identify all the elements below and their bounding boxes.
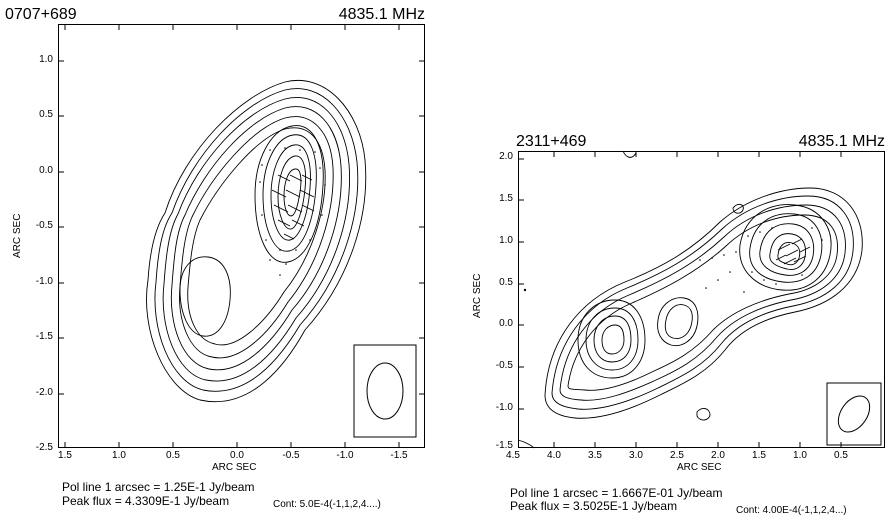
right-pol-dots (523, 227, 823, 293)
right-ytick: 1.0 (499, 235, 513, 246)
left-xlabel: ARC SEC (212, 462, 257, 473)
right-ytick: 0.5 (499, 277, 513, 288)
right-ytick: -1.0 (495, 402, 513, 413)
right-frequency: 4835.1 MHz (798, 133, 885, 150)
left-xtick: -0.5 (282, 450, 300, 461)
left-beam-ellipse (366, 362, 404, 420)
right-xtick: 4.5 (506, 450, 520, 461)
left-ytick: -1.0 (35, 276, 53, 287)
right-xlabel: ARC SEC (677, 462, 722, 473)
right-xtick: 2.0 (711, 450, 725, 461)
left-ytick: -2.5 (35, 442, 53, 453)
right-xtick: 1.0 (793, 450, 807, 461)
left-source-name: 0707+689 (5, 6, 77, 23)
right-peak-flux: Peak flux = 3.5025E-1 Jy/beam (510, 499, 678, 513)
right-xtick: 3.5 (588, 450, 602, 461)
left-pol-line: Pol line 1 arcsec = 1.25E-1 Jy/beam (62, 480, 255, 494)
right-ytick: -1.5 (495, 440, 513, 451)
right-xtick: 4.0 (547, 450, 561, 461)
right-ytick: 1.5 (499, 193, 513, 204)
left-xtick: 1.0 (112, 450, 126, 461)
left-xtick: 1.5 (58, 450, 72, 461)
left-peak-flux: Peak flux = 4.3309E-1 Jy/beam (62, 494, 230, 508)
right-source-name: 2311+469 (516, 133, 587, 150)
right-pol-line: Pol line 1 arcsec = 1.6667E-01 Jy/beam (510, 486, 723, 500)
left-beam-box (353, 344, 417, 438)
left-xtick: -1.0 (336, 450, 354, 461)
left-ytick: 0.5 (39, 109, 53, 120)
right-tick-marks (518, 151, 842, 448)
right-xtick: 3.0 (629, 450, 643, 461)
left-xtick: -1.5 (390, 450, 408, 461)
left-ytick: -0.5 (35, 220, 53, 231)
left-xtick: 0.5 (166, 450, 180, 461)
right-ytick: 0.0 (499, 318, 513, 329)
left-pol-vectors (271, 174, 315, 240)
left-frequency: 4835.1 MHz (338, 6, 425, 23)
left-ytick: -2.0 (35, 387, 53, 398)
right-ytick: -0.5 (495, 360, 513, 371)
left-contours-lines (146, 80, 367, 402)
right-pol-vectors (775, 238, 811, 265)
right-contours-lines (517, 150, 863, 449)
left-tick-marks (58, 24, 425, 448)
right-beam-ellipse (837, 395, 871, 433)
left-ytick: 0.0 (39, 165, 53, 176)
right-ytick: 2.0 (499, 151, 513, 162)
left-plot-frame (58, 24, 425, 448)
right-xtick: 2.5 (670, 450, 684, 461)
right-xtick: 0.5 (834, 450, 848, 461)
right-xtick: 1.5 (752, 450, 766, 461)
right-contours: Cont: 4.00E-4(-1,1,2,4...) (736, 505, 847, 516)
left-pol-dots (259, 147, 326, 276)
left-xtick: 0.0 (230, 450, 244, 461)
left-ytick: -1.5 (35, 331, 53, 342)
right-beam-box (826, 382, 882, 446)
left-contours: Cont: 5.0E-4(-1,1,2,4....) (273, 499, 381, 510)
left-ytick: 1.0 (39, 54, 53, 65)
